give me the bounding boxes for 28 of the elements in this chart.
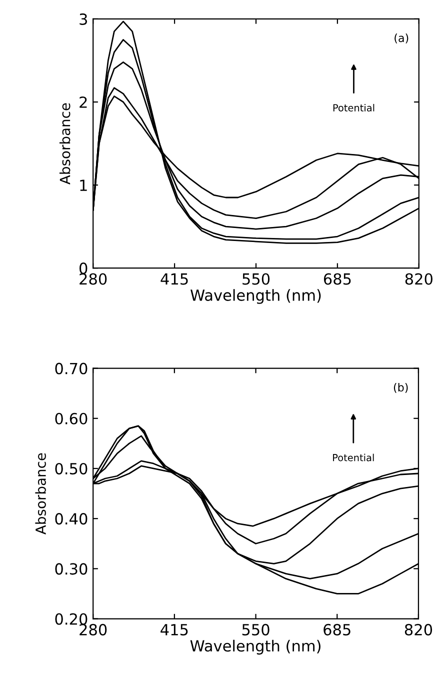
- y-tick-label: 1: [80, 180, 87, 191]
- x-tick-label: 280: [80, 273, 107, 285]
- annotation: (a): [394, 34, 408, 44]
- x-tick-label: 685: [324, 624, 350, 636]
- y-tick-label: 2: [80, 96, 87, 108]
- y-tick-label: 0: [80, 262, 88, 274]
- y-tick-label: 3: [80, 13, 88, 25]
- x-tick-label: 550: [242, 624, 270, 636]
- y-tick-label: 0.60: [55, 412, 88, 424]
- annotation: Potential: [333, 454, 374, 462]
- x-tick-label: 550: [242, 273, 270, 285]
- y-tick-label: 0.30: [55, 563, 88, 575]
- y-tick-label: 0.50: [55, 462, 88, 475]
- y-axis-title: Absorbance: [35, 453, 46, 534]
- x-axis-title: Wavelength (nm): [190, 640, 320, 655]
- y-axis-title: Absorbance: [60, 103, 70, 184]
- annotation: Potential: [333, 104, 374, 112]
- x-tick-label: 820: [404, 624, 432, 636]
- x-tick-label: 685: [324, 273, 351, 285]
- annotation: (b): [394, 382, 408, 393]
- x-tick-label: 415: [160, 273, 188, 285]
- y-tick-label: 0.40: [55, 513, 88, 525]
- x-axis-title: Wavelength (nm): [190, 289, 321, 304]
- x-tick-label: 820: [405, 273, 432, 285]
- y-tick-label: 0.70: [55, 362, 88, 374]
- x-tick-label: 280: [80, 624, 107, 636]
- y-tick-label: 0.20: [55, 613, 88, 625]
- x-tick-label: 415: [160, 624, 188, 636]
